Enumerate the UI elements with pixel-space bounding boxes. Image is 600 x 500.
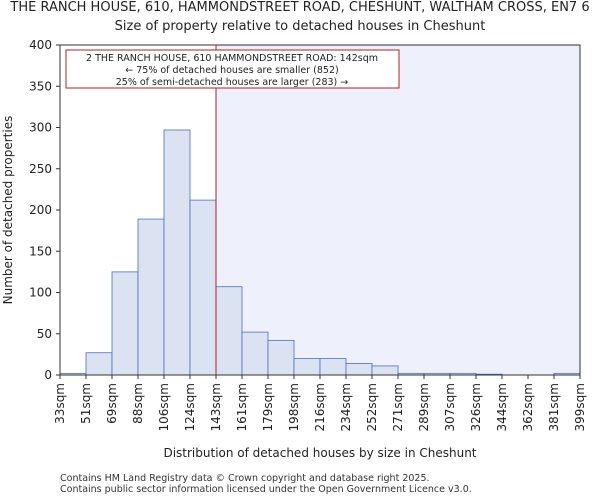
histogram-bar (293, 358, 321, 376)
x-tick-label: 362sqm (521, 383, 535, 431)
histogram-bar (189, 199, 217, 376)
x-tick-label: 399sqm (573, 383, 587, 431)
x-tick-label: 143sqm (209, 383, 223, 431)
x-tick-label: 124sqm (183, 383, 197, 431)
histogram-bar (111, 271, 139, 376)
x-tick-label: 234sqm (339, 383, 353, 431)
x-tick-label: 307sqm (443, 383, 457, 431)
footer-copyright: Contains HM Land Registry data © Crown c… (60, 473, 430, 484)
x-tick-label: 344sqm (495, 383, 509, 431)
y-tick-label: 250 (29, 162, 52, 176)
y-tick-label: 200 (29, 203, 52, 217)
y-tick-label: 400 (29, 38, 52, 52)
histogram-bar (319, 358, 347, 376)
x-tick-label: 33sqm (53, 383, 67, 424)
chart-title: Size of property relative to detached ho… (114, 19, 486, 34)
histogram-bar (137, 218, 165, 376)
y-axis-label: Number of detached properties (1, 116, 15, 305)
histogram-bar (345, 363, 373, 376)
histogram-bar (215, 286, 243, 376)
annotation-line-larger: 25% of semi-detached houses are larger (… (116, 77, 349, 88)
y-tick-label: 350 (29, 79, 52, 93)
x-tick-label: 381sqm (547, 383, 561, 431)
y-tick-label: 300 (29, 121, 52, 135)
x-tick-label: 216sqm (313, 383, 327, 431)
x-tick-label: 88sqm (131, 383, 145, 424)
x-tick-label: 161sqm (235, 383, 249, 431)
x-tick-label: 326sqm (469, 383, 483, 431)
annotation-line-property: 2 THE RANCH HOUSE, 610 HAMMONDSTREET ROA… (86, 53, 378, 64)
x-tick-label: 69sqm (105, 383, 119, 424)
chart-title-address: THE RANCH HOUSE, 610, HAMMONDSTREET ROAD… (10, 0, 590, 15)
x-tick-label: 252sqm (365, 383, 379, 431)
histogram-bar (85, 352, 113, 376)
footer-licence: Contains public sector information licen… (60, 484, 472, 495)
x-tick-label: 51sqm (79, 383, 93, 424)
y-tick-label: 50 (37, 327, 52, 341)
annotation-line-smaller: ← 75% of detached houses are smaller (85… (125, 65, 338, 76)
x-axis-label: Distribution of detached houses by size … (163, 446, 476, 460)
x-tick-label: 179sqm (261, 383, 275, 431)
histogram-bar (241, 331, 269, 376)
annotation-box (65, 49, 400, 89)
x-tick-label: 198sqm (287, 383, 301, 431)
x-tick-label: 106sqm (157, 383, 171, 431)
x-tick-label: 289sqm (417, 383, 431, 431)
y-tick-label: 100 (29, 286, 52, 300)
larger-region-shading (216, 45, 580, 375)
histogram-bar (267, 339, 295, 376)
histogram-bar (371, 365, 399, 376)
y-tick-label: 0 (44, 368, 52, 382)
y-tick-label: 150 (29, 244, 52, 258)
x-tick-label: 271sqm (391, 383, 405, 431)
histogram-bar (163, 129, 191, 376)
